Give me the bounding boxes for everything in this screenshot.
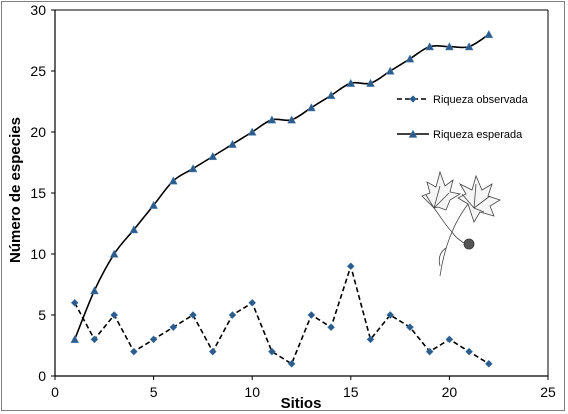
data-point-riqueza-esperada xyxy=(267,115,277,124)
data-point-riqueza-observada xyxy=(110,311,119,319)
data-point-riqueza-esperada xyxy=(90,286,99,295)
data-point-riqueza-esperada xyxy=(346,78,356,87)
data-point-riqueza-observada xyxy=(425,347,434,356)
data-point-riqueza-esperada xyxy=(484,29,494,39)
data-point-riqueza-observada xyxy=(129,347,138,356)
y-tick-label: 25 xyxy=(30,63,46,79)
data-point-riqueza-observada xyxy=(149,335,158,344)
y-tick-label: 30 xyxy=(30,2,46,18)
series-layer xyxy=(70,29,494,368)
x-tick-label: 10 xyxy=(244,384,260,400)
data-point-riqueza-observada xyxy=(287,359,296,368)
y-tick-label: 5 xyxy=(38,307,46,323)
data-point-riqueza-esperada xyxy=(464,42,474,51)
data-point-riqueza-esperada xyxy=(228,139,237,148)
y-axis-title: Número de especies xyxy=(7,117,24,263)
data-point-riqueza-observada xyxy=(465,347,474,356)
legend-esperada-label: Riqueza esperada xyxy=(433,129,523,141)
legend-observada-label: Riqueza observada xyxy=(433,94,529,106)
x-tick-label: 20 xyxy=(442,384,458,400)
data-point-riqueza-esperada xyxy=(425,42,435,51)
data-point-riqueza-esperada xyxy=(70,334,80,344)
y-tick-label: 10 xyxy=(30,246,46,262)
data-point-riqueza-esperada xyxy=(109,249,119,258)
data-point-riqueza-esperada xyxy=(306,103,316,112)
data-point-riqueza-esperada xyxy=(385,66,395,75)
data-point-riqueza-esperada xyxy=(188,164,198,173)
data-point-riqueza-observada xyxy=(386,311,395,319)
data-point-riqueza-observada xyxy=(90,335,99,344)
data-point-riqueza-observada xyxy=(169,323,178,332)
data-point-riqueza-observada xyxy=(307,311,316,319)
sweetgum-leaf-icon xyxy=(421,170,501,277)
data-point-riqueza-esperada xyxy=(366,78,375,87)
data-point-riqueza-observada xyxy=(248,298,257,307)
series-line-riqueza-observada xyxy=(73,263,490,365)
x-tick-label: 15 xyxy=(343,384,359,400)
data-point-riqueza-observada xyxy=(327,323,336,332)
data-point-riqueza-esperada xyxy=(326,90,336,100)
data-point-riqueza-observada xyxy=(208,347,217,356)
legend-esperada-marker xyxy=(408,129,418,138)
data-point-riqueza-esperada xyxy=(168,176,178,185)
x-tick-label: 0 xyxy=(51,384,59,400)
x-tick-label: 5 xyxy=(150,384,158,400)
data-point-riqueza-esperada xyxy=(247,127,257,136)
legend: Riqueza observada Riqueza esperada xyxy=(397,94,529,141)
x-axis-title: Sitios xyxy=(281,395,322,412)
data-point-riqueza-esperada xyxy=(444,42,454,51)
x-tick-label: 25 xyxy=(540,384,556,400)
data-point-riqueza-esperada xyxy=(405,54,415,63)
data-point-riqueza-esperada xyxy=(287,115,297,124)
x-ticks: 0 5 10 15 20 25 xyxy=(51,376,556,400)
data-point-riqueza-observada xyxy=(267,347,276,356)
series-line-riqueza-esperada xyxy=(73,33,490,340)
data-point-riqueza-observada xyxy=(445,335,454,344)
data-point-riqueza-observada xyxy=(366,335,375,344)
data-point-riqueza-observada xyxy=(346,262,355,271)
data-point-riqueza-observada xyxy=(406,323,414,332)
data-point-riqueza-esperada xyxy=(208,151,218,161)
data-point-riqueza-observada xyxy=(228,311,237,319)
y-tick-label: 20 xyxy=(30,124,46,140)
y-tick-label: 15 xyxy=(30,185,46,201)
data-point-riqueza-esperada xyxy=(149,200,159,209)
data-point-riqueza-observada xyxy=(70,298,79,307)
y-tick-label: 0 xyxy=(38,368,46,384)
data-point-riqueza-observada xyxy=(484,359,493,368)
data-point-riqueza-esperada xyxy=(129,225,139,234)
data-point-riqueza-observada xyxy=(189,311,197,319)
y-ticks: 0 5 10 15 20 25 30 xyxy=(30,2,55,384)
legend-observada-marker xyxy=(409,95,417,103)
